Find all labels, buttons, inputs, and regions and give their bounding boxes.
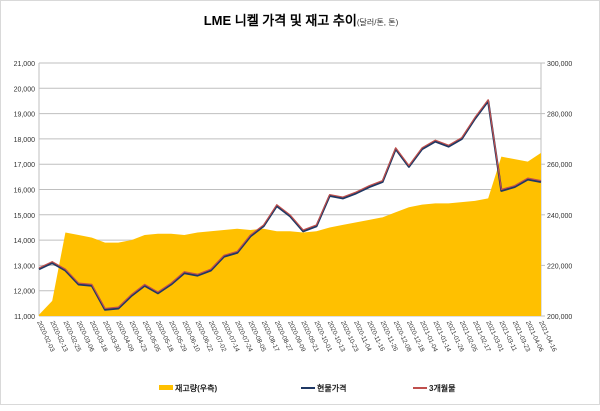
legend: 재고량(우측) 현물가격 3개월물: [159, 383, 456, 393]
left-tick-label: 15,000: [14, 213, 36, 220]
x-axis-ticks: 2020-02-032020-02-132020-02-252020-03-06…: [35, 320, 558, 353]
right-tick-label: 220,000: [547, 263, 572, 270]
right-tick-label: 260,000: [547, 162, 572, 169]
inventory-area-series: [39, 152, 541, 316]
left-tick-label: 13,000: [14, 263, 36, 270]
left-tick-label: 21,000: [14, 61, 36, 68]
inventory-area: [39, 152, 541, 316]
left-tick-label: 19,000: [14, 112, 36, 119]
legend-swatch-inventory: [159, 385, 173, 390]
spot-price-line: [38, 99, 542, 311]
legend-label: 3개월물: [429, 383, 456, 393]
left-axis-ticks: 11,000 12,000 13,000 14,000 15,000 16,000 17,0…: [14, 61, 36, 321]
three-month-price-line: [38, 99, 542, 310]
left-tick-label: 20,000: [14, 86, 36, 93]
left-tick-label: 14,000: [14, 238, 36, 245]
chart-title-main: LME 니켈 가격 및 재고 추이: [204, 13, 357, 28]
chart-title: LME 니켈 가격 및 재고 추이(달러/톤, 톤): [204, 13, 399, 28]
right-tick-label: 300,000: [547, 61, 572, 68]
left-tick-label: 18,000: [14, 137, 36, 144]
legend-label: 현물가격: [317, 383, 346, 393]
left-tick-label: 11,000: [14, 314, 35, 321]
left-tick-label: 17,000: [14, 162, 36, 169]
right-tick-label: 280,000: [547, 112, 572, 119]
left-tick-label: 16,000: [14, 188, 36, 195]
left-tick-label: 12,000: [14, 289, 36, 296]
legend-label: 재고량(우측): [175, 383, 217, 393]
right-tick-label: 240,000: [547, 213, 572, 220]
right-tick-label: 200,000: [547, 314, 572, 321]
chart-title-unit: (달러/톤, 톤): [357, 18, 399, 27]
right-axis-ticks: 200,000 220,000 240,000 260,000 280,000 300,0…: [547, 61, 572, 321]
price-lines: [38, 99, 542, 311]
